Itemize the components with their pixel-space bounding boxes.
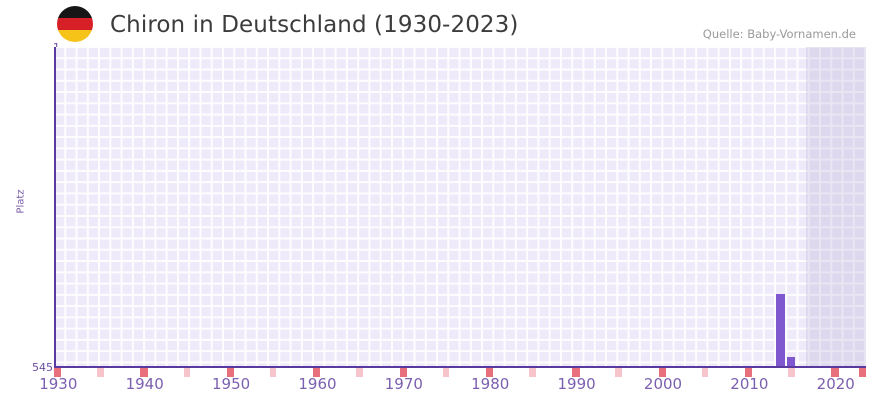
x-tick-2000 (658, 368, 666, 377)
x-tick-1980 (485, 368, 494, 377)
x-tick-end (859, 368, 866, 377)
y-axis-label: Platz (15, 189, 27, 214)
x-axis-label-1940: 1940 (125, 375, 164, 393)
x-tick-2010 (745, 368, 753, 377)
x-tick-1955 (269, 368, 277, 377)
x-tick-1995 (615, 368, 622, 377)
x-tick-2020 (831, 368, 839, 377)
source-attribution: Quelle: Baby-Vornamen.de (702, 27, 856, 41)
x-tick-1990 (572, 368, 580, 377)
x-tick-1960 (313, 368, 321, 377)
x-tick-1970 (399, 368, 407, 377)
bar-2021[interactable] (787, 357, 795, 367)
x-tick-1985 (529, 368, 536, 377)
x-axis-label-1990: 1990 (557, 375, 596, 393)
chart-title: Chiron in Deutschland (1930-2023) (110, 12, 519, 38)
x-tick-2015 (788, 368, 795, 377)
x-tick-1965 (356, 368, 363, 377)
x-tick-1945 (183, 368, 191, 377)
x-axis-line (54, 366, 866, 368)
y-axis-line (54, 47, 56, 368)
x-tick-1940 (140, 368, 148, 377)
x-tick-1935 (97, 368, 104, 377)
x-axis-label-2010: 2010 (730, 375, 769, 393)
x-tick-1950 (226, 368, 235, 377)
x-axis-label-2020: 2020 (816, 375, 855, 393)
plot-area (54, 47, 866, 367)
x-tick-1930 (54, 368, 62, 377)
germany-flag-icon (57, 6, 93, 42)
x-axis-label-1950: 1950 (211, 375, 251, 393)
grid-lines (54, 47, 866, 367)
x-tick-2005 (701, 368, 709, 377)
bar-2020[interactable] (775, 294, 786, 367)
forecast-shaded-region (805, 47, 866, 367)
x-axis-label-1960: 1960 (298, 375, 337, 393)
y-axis-tick-bottom: 5453 (32, 361, 60, 374)
x-axis-label-2000: 2000 (643, 375, 683, 393)
x-tick-1975 (442, 368, 450, 377)
chart-header: Chiron in Deutschland (1930-2023) Quelle… (0, 0, 873, 47)
x-axis-label-1970: 1970 (384, 375, 423, 393)
x-axis-label-1930: 1930 (39, 375, 78, 393)
x-axis-label-1980: 1980 (471, 375, 510, 393)
